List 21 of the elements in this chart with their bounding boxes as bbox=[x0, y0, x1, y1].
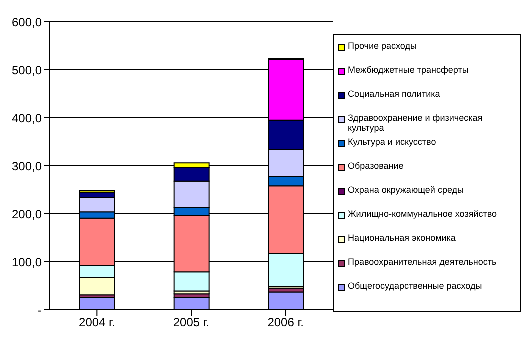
legend-label: Межбюджетные трансферты bbox=[348, 65, 469, 75]
y-tick-label: 100,0 bbox=[12, 255, 42, 270]
legend-label: Социальная политика bbox=[348, 89, 440, 99]
legend-label: Культура и искусство bbox=[348, 137, 436, 147]
x-tick-label: 2004 г. bbox=[79, 316, 116, 330]
x-tick-label: 2005 г. bbox=[173, 316, 210, 330]
legend-label: Правоохранительная деятельность bbox=[348, 257, 497, 267]
legend-label: Жилищно-коммунальное хозяйство bbox=[348, 209, 498, 219]
y-tick-label: - bbox=[38, 303, 42, 318]
legend-label: Охрана окружающей среды bbox=[348, 185, 464, 195]
legend-label: Образование bbox=[348, 161, 404, 171]
y-tick-label: 400,0 bbox=[12, 111, 42, 126]
x-tick-label: 2006 г. bbox=[268, 316, 304, 330]
y-tick-label: 300,0 bbox=[12, 159, 42, 174]
legend-label: Общегосударственные расходы bbox=[348, 281, 482, 291]
legend-label: Прочие расходы bbox=[348, 41, 417, 51]
legend-label: Национальная экономика bbox=[348, 233, 456, 243]
y-tick-label: 500,0 bbox=[12, 63, 42, 78]
legend-label: Здравоохранение и физическая культура bbox=[348, 113, 484, 133]
y-tick-label: 600,0 bbox=[12, 15, 42, 30]
y-tick-label: 200,0 bbox=[12, 207, 42, 222]
